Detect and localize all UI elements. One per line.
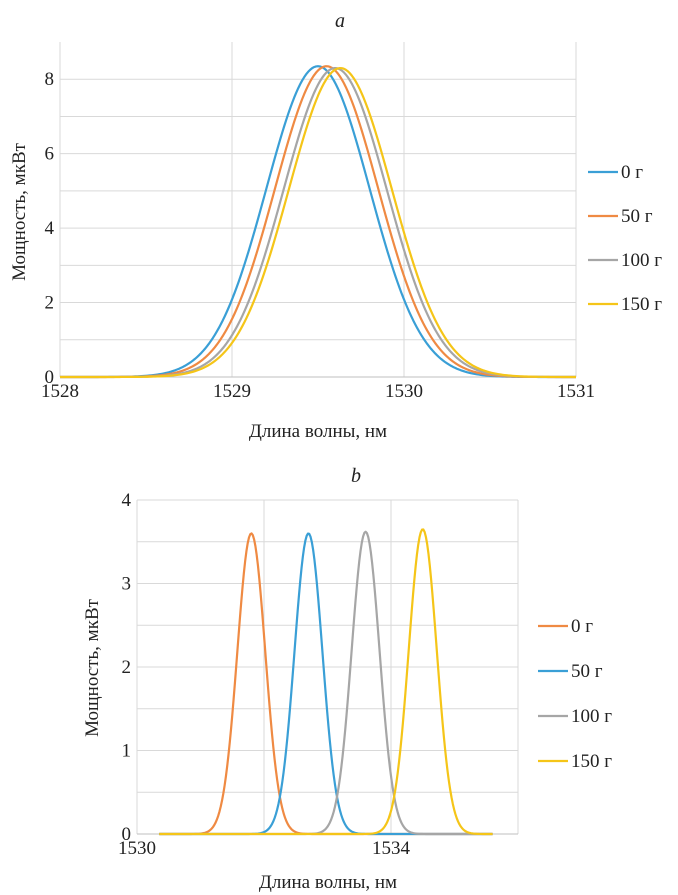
chart-b: b 1530 1534 0 1 2 3 4 Длина волны, нм Мощность…	[82, 465, 612, 893]
chart-a-title: a	[335, 10, 345, 32]
chart-b-legend-label-2: 100 г	[571, 706, 612, 727]
chart-a-y-tick-label: 8	[45, 69, 55, 90]
chart-a-y-tick-label: 6	[45, 144, 55, 165]
chart-a-legend-label-3: 150 г	[621, 294, 662, 315]
chart-b-series-line-3	[159, 528, 493, 836]
chart-a-tick-labels: 1528 1529 1530 1531 0 2 4 6 8	[41, 69, 595, 402]
chart-b-x-axis-label: Длина волны, нм	[259, 872, 397, 893]
chart-a-series-line-1	[60, 65, 576, 379]
chart-a-y-tick-label: 2	[45, 293, 55, 314]
chart-a-legend-label-2: 100 г	[621, 250, 662, 271]
chart-b-y-tick-label: 1	[122, 741, 132, 762]
chart-b-legend: 0 г 50 г 100 г 150 г	[538, 616, 612, 772]
chart-b-y-tick-label: 4	[122, 490, 132, 511]
chart-a-y-axis-label: Мощность, мкВт	[9, 142, 30, 281]
chart-a-series-line-2	[60, 66, 576, 379]
chart-b-y-tick-label: 3	[122, 574, 132, 595]
chart-b-legend-label-1: 50 г	[571, 661, 603, 682]
chart-a-x-tick-label: 1528	[41, 381, 79, 402]
chart-b-plot-area	[159, 528, 493, 836]
chart-b-legend-label-0: 0 г	[571, 616, 593, 637]
chart-a-x-tick-label: 1530	[385, 381, 423, 402]
chart-a-plot-area	[60, 65, 576, 379]
chart-b-title: b	[351, 465, 361, 487]
chart-b-y-tick-label: 2	[122, 657, 132, 678]
chart-b-series-line-1	[159, 532, 493, 836]
chart-b-grid	[136, 499, 519, 834]
chart-a-legend-label-1: 50 г	[621, 206, 653, 227]
chart-b-tick-labels: 1530 1534 0 1 2 3 4	[118, 490, 411, 859]
chart-a-grid	[59, 42, 577, 377]
chart-b-x-tick-label: 1530	[118, 838, 156, 859]
chart-b-y-tick-label: 0	[122, 824, 132, 845]
chart-a-x-tick-label: 1531	[557, 381, 595, 402]
chart-a-legend-label-0: 0 г	[621, 162, 643, 183]
chart-a-x-tick-label: 1529	[213, 381, 251, 402]
chart-a-y-tick-label: 0	[45, 367, 55, 388]
chart-a-series-line-3	[60, 66, 576, 379]
chart-a-series-line-0	[60, 65, 576, 379]
chart-a-legend: 0 г 50 г 100 г 150 г	[588, 162, 662, 315]
chart-a-x-axis-label: Длина волны, нм	[249, 421, 387, 442]
chart-a-y-tick-label: 4	[45, 218, 55, 239]
chart-b-y-axis-label: Мощность, мкВт	[82, 598, 103, 737]
chart-b-x-tick-label: 1534	[372, 838, 411, 859]
chart-b-legend-label-3: 150 г	[571, 751, 612, 772]
